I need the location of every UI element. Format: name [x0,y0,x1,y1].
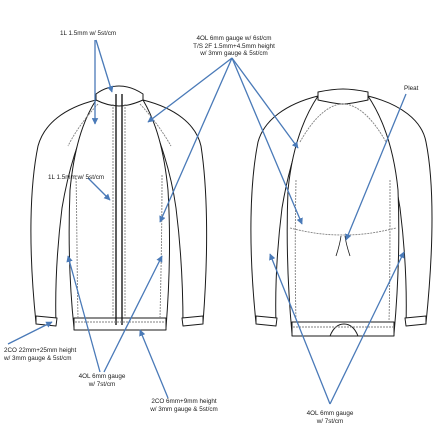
label-raglan-spec: 4OL 6mm gauge w/ 6st/cm T/S 2F 1.5mm+4.5… [174,35,294,58]
front-right-panel-seam [159,174,163,319]
front-right-raglan-seam [139,103,172,147]
label-raglan-line2: T/S 2F 1.5mm+4.5mm height [193,42,275,50]
arrow-side-to-left-panel [66,255,101,373]
back-yoke-seam [299,103,387,143]
label-hem-spec: 2CO 6mm+9mm height w/ 3mm gauge & 5st/cm [134,398,234,413]
arrow-placket [87,177,111,201]
arrow-raglan-to-back-yoke [231,57,299,149]
front-seam-stitching [67,103,172,323]
label-cuff-line1: 2CO 22mm+25mm height [4,347,77,354]
label-side-line1: 4OL 6mm gauge [78,373,126,380]
arrow-raglan-to-back-waist [231,57,303,225]
arrow-back-right-sleeve [329,251,405,405]
label-side-spec: 4OL 6mm gauge w/ 7st/cm [72,373,132,388]
arrow-raglan-to-front-panel [159,57,233,223]
label-back-line1: 4OL 6mm gauge [306,410,354,417]
label-raglan-line3: w/ 3mm gauge & 5st/cm [200,50,268,58]
arrow-pleat [345,93,407,241]
back-right-side-seam [388,179,391,323]
back-left-cuff [255,315,278,327]
label-cuff-line2: w/ 3mm gauge & 5st/cm [4,354,72,362]
arrow-back-left-sleeve [269,253,331,405]
callout-arrows [7,39,407,405]
label-placket-stitch: 1L 1.5mm w/ 5st/cm [48,174,105,181]
back-hem-notch [329,323,359,337]
back-view-jacket [250,88,433,337]
back-left-side-seam [294,179,297,323]
label-raglan-line1: 4OL 6mm gauge w/ 6st/cm [196,35,272,42]
label-side-line2: w/ 7st/cm [88,380,116,388]
front-body [68,99,170,329]
back-right-cuff [404,315,427,327]
front-collar [95,85,144,107]
arrow-side-to-right-panel [103,255,163,373]
back-collar [317,88,369,105]
back-seam-stitching [289,103,397,328]
label-back-line2: w/ 7st/cm [316,417,344,425]
label-hem-line1: 2CO 6mm+9mm height [151,398,217,405]
label-back-spec: 4OL 6mm gauge w/ 7st/cm [298,410,362,425]
front-view-jacket [30,85,208,331]
arrow-hem [139,329,169,399]
arrow-cuff [7,321,53,345]
label-cuff-spec: 2CO 22mm+25mm height w/ 3mm gauge & 5st/… [4,347,76,362]
front-hem-band [73,317,167,331]
arrow-zip-to-collar [95,39,114,93]
back-waist-seam [289,227,397,236]
arrow-raglan-to-front-right [147,57,233,123]
front-left-panel-seam [75,174,79,319]
front-right-cuff [181,315,204,327]
label-hem-line2: w/ 3mm gauge & 5st/cm [150,405,218,413]
label-pleat: Pleat [404,85,419,92]
label-zip-stitch: 1L 1.5mm w/ 5st/cm [60,30,117,37]
